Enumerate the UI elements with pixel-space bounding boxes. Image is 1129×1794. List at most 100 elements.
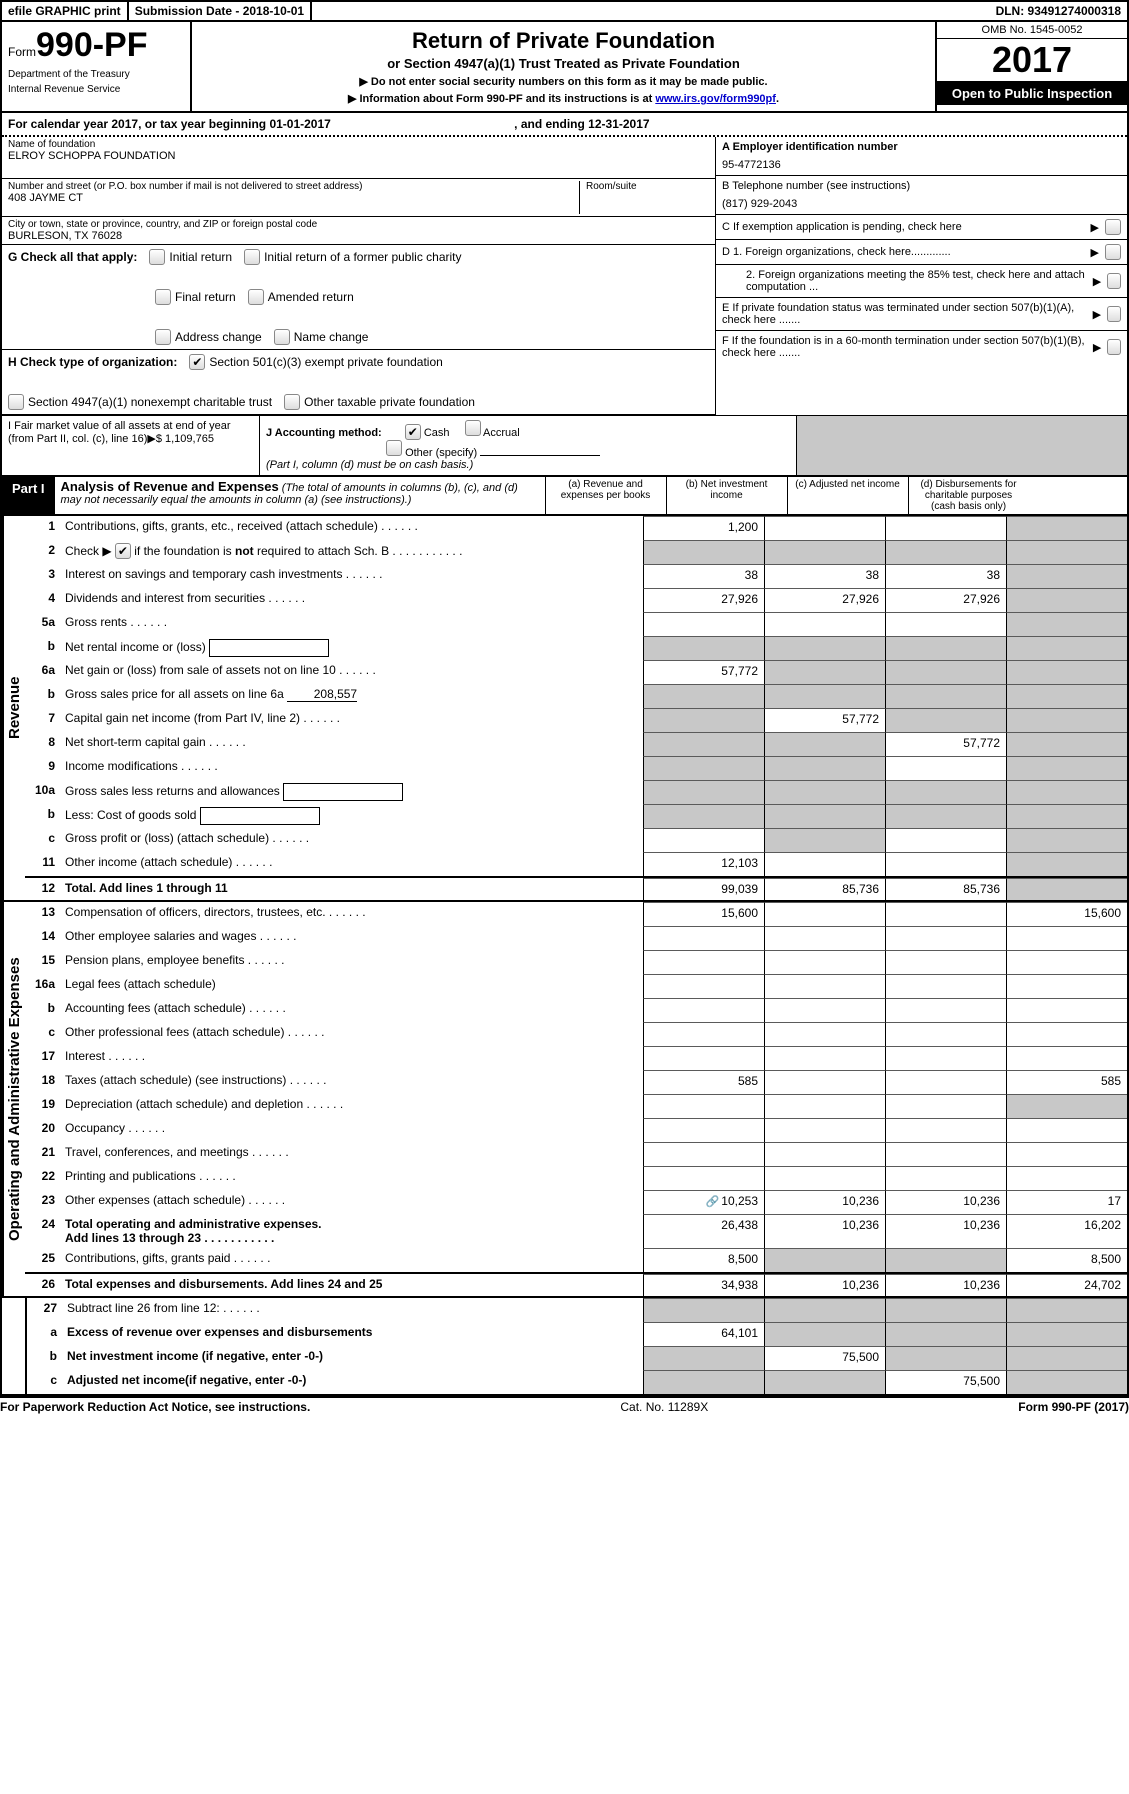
cb-initial-return[interactable]	[149, 249, 165, 265]
col-d	[1006, 1094, 1127, 1118]
cb-d2[interactable]	[1107, 273, 1121, 289]
col-b	[764, 1370, 885, 1394]
col-d	[1006, 564, 1127, 588]
line-number: 10a	[25, 780, 63, 804]
ein-label: A Employer identification number	[722, 141, 1121, 153]
cb-schb[interactable]	[115, 543, 131, 559]
line-number: 6a	[25, 660, 63, 684]
form-line: 25 Contributions, gifts, grants paid . .…	[25, 1248, 1127, 1272]
col-b	[764, 636, 885, 660]
h-checkboxes: H Check type of organization: Section 50…	[2, 350, 715, 415]
form-line: 23 Other expenses (attach schedule) . . …	[25, 1190, 1127, 1214]
col-d	[1006, 1298, 1127, 1322]
arrow-icon: ▶	[1091, 221, 1099, 234]
col-c	[885, 1346, 1006, 1370]
col-a: 10,253	[643, 1190, 764, 1214]
line-desc: Other professional fees (attach schedule…	[63, 1022, 643, 1046]
line-desc: Adjusted net income(if negative, enter -…	[65, 1370, 643, 1394]
line-desc: Subtract line 26 from line 12: . . . . .…	[65, 1298, 643, 1322]
cb-cash[interactable]	[405, 424, 421, 440]
col-b	[764, 1142, 885, 1166]
cb-other-method[interactable]	[386, 440, 402, 456]
line-desc: Printing and publications . . . . . .	[63, 1166, 643, 1190]
form-line: 7 Capital gain net income (from Part IV,…	[25, 708, 1127, 732]
cb-f[interactable]	[1107, 339, 1121, 355]
line-number: 21	[25, 1142, 63, 1166]
cb-name-change[interactable]	[274, 329, 290, 345]
cb-d1[interactable]	[1105, 244, 1121, 260]
irs-link[interactable]: www.irs.gov/form990pf	[655, 93, 776, 105]
expenses-section: Operating and Administrative Expenses 13…	[2, 902, 1127, 1298]
col-c	[885, 1142, 1006, 1166]
col-a	[643, 1346, 764, 1370]
col-a: 38	[643, 564, 764, 588]
line-desc: Net rental income or (loss)	[63, 636, 643, 660]
cb-other-taxable[interactable]	[284, 394, 300, 410]
line-number: 19	[25, 1094, 63, 1118]
col-a	[643, 612, 764, 636]
line-number: 3	[25, 564, 63, 588]
col-b	[764, 1166, 885, 1190]
col-a-header: (a) Revenue and expenses per books	[545, 477, 666, 514]
line-number: 26	[25, 1274, 63, 1296]
col-d	[1006, 852, 1127, 876]
attachment-icon[interactable]	[703, 1194, 721, 1208]
line-number: 12	[25, 878, 63, 900]
col-b-header: (b) Net investment income	[666, 477, 787, 514]
line-desc: Net gain or (loss) from sale of assets n…	[63, 660, 643, 684]
cb-amended[interactable]	[248, 289, 264, 305]
cb-501c3[interactable]	[189, 354, 205, 370]
cb-final-return[interactable]	[155, 289, 171, 305]
col-b	[764, 1094, 885, 1118]
line-desc: Total. Add lines 1 through 11	[63, 878, 643, 900]
col-b: 75,500	[764, 1346, 885, 1370]
line-desc: Total expenses and disbursements. Add li…	[63, 1274, 643, 1296]
line-desc: Travel, conferences, and meetings . . . …	[63, 1142, 643, 1166]
line-desc: Check ▶ if the foundation is not require…	[63, 540, 643, 564]
col-a	[643, 1298, 764, 1322]
col-a	[643, 780, 764, 804]
line-number: 9	[25, 756, 63, 780]
dept-line1: Department of the Treasury	[8, 69, 184, 80]
col-c	[885, 516, 1006, 540]
cb-e[interactable]	[1107, 306, 1121, 322]
line-number: 5a	[25, 612, 63, 636]
line-number: 15	[25, 950, 63, 974]
col-a	[643, 732, 764, 756]
line-desc: Occupancy . . . . . .	[63, 1118, 643, 1142]
g-checkboxes: G Check all that apply: Initial return I…	[2, 245, 715, 350]
form-line: 12 Total. Add lines 1 through 11 99,039 …	[25, 876, 1127, 900]
col-b	[764, 1322, 885, 1346]
col-b: 10,236	[764, 1214, 885, 1248]
col-a: 12,103	[643, 852, 764, 876]
col-d	[1006, 1166, 1127, 1190]
line-number: b	[25, 998, 63, 1022]
street-address: 408 JAYME CT	[8, 192, 579, 204]
col-a	[643, 1118, 764, 1142]
line-number: 1	[25, 516, 63, 540]
cb-accrual[interactable]	[465, 420, 481, 436]
col-b: 85,736	[764, 878, 885, 900]
header-right: OMB No. 1545-0052 2017 Open to Public In…	[937, 22, 1127, 111]
cb-initial-public[interactable]	[244, 249, 260, 265]
col-a: 8,500	[643, 1248, 764, 1272]
col-a	[643, 926, 764, 950]
col-a	[643, 974, 764, 998]
col-a	[643, 950, 764, 974]
form-line: 17 Interest . . . . . .	[25, 1046, 1127, 1070]
col-d: 17	[1006, 1190, 1127, 1214]
col-c	[885, 756, 1006, 780]
line-desc: Gross sales price for all assets on line…	[63, 684, 643, 708]
col-b	[764, 1118, 885, 1142]
cb-4947[interactable]	[8, 394, 24, 410]
col-c: 85,736	[885, 878, 1006, 900]
cb-exemption-pending[interactable]	[1105, 219, 1121, 235]
phone-label: B Telephone number (see instructions)	[722, 180, 1121, 192]
phone-value: (817) 929-2043	[722, 198, 1121, 210]
cb-address-change[interactable]	[155, 329, 171, 345]
j-accounting: J Accounting method: Cash Accrual Other …	[260, 416, 797, 475]
part1-tag: Part I	[2, 477, 55, 514]
line-number: b	[25, 684, 63, 708]
col-b	[764, 950, 885, 974]
right-info-block: A Employer identification number 95-4772…	[716, 137, 1127, 415]
